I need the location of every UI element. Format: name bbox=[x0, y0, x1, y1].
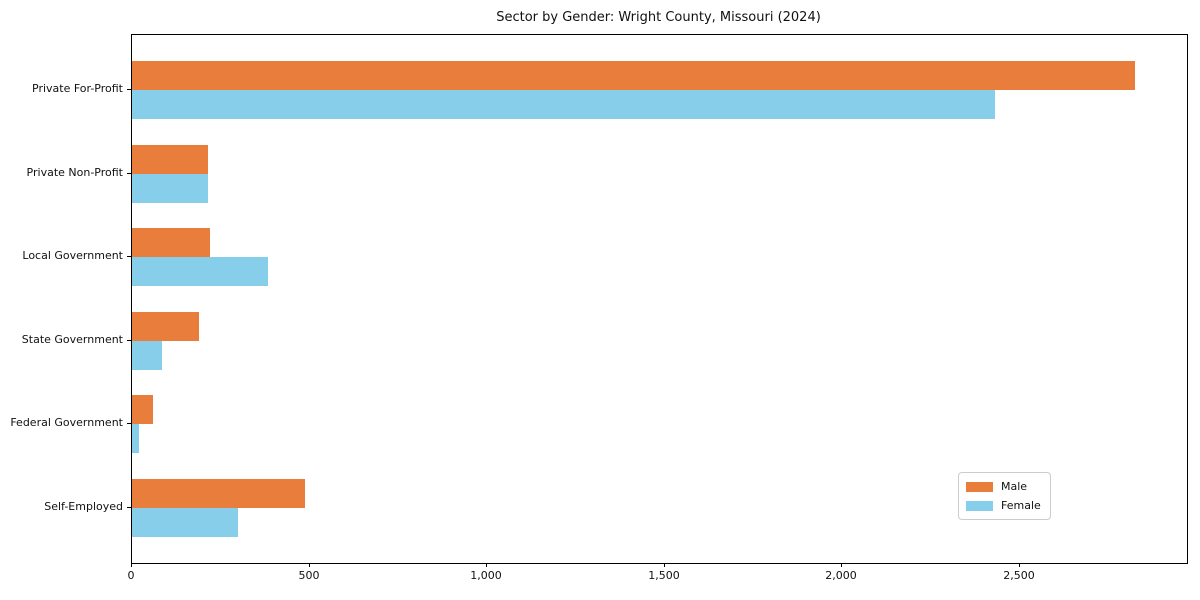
xtick-mark bbox=[1019, 563, 1020, 567]
bar-female-state-government bbox=[132, 340, 162, 370]
xtick-mark bbox=[309, 563, 310, 567]
bar-male-state-government bbox=[132, 311, 199, 341]
plot-area bbox=[131, 34, 1188, 564]
bar-male-local-government bbox=[132, 228, 210, 257]
ytick-label-private-for-profit: Private For-Profit bbox=[32, 82, 123, 95]
legend-entry-female: Female bbox=[966, 499, 1042, 512]
bar-female-self-employed bbox=[132, 507, 238, 537]
bar-male-private-non-profit bbox=[132, 144, 208, 174]
bar-male-federal-government bbox=[132, 395, 153, 424]
legend: Male Female bbox=[958, 472, 1051, 520]
ytick-mark bbox=[127, 89, 131, 90]
xtick-label-1500: 1,500 bbox=[648, 569, 680, 582]
ytick-label-federal-government: Federal Government bbox=[10, 416, 123, 429]
ytick-mark bbox=[127, 423, 131, 424]
xtick-label-1000: 1,000 bbox=[470, 569, 502, 582]
ytick-label-state-government: State Government bbox=[21, 332, 123, 346]
ytick-mark bbox=[127, 339, 131, 341]
xtick-label-0: 0 bbox=[127, 569, 135, 582]
ytick-label-local-government: Local Government bbox=[22, 249, 123, 262]
xtick-mark bbox=[841, 563, 842, 567]
bar-male-private-for-profit bbox=[132, 61, 1135, 90]
legend-label-male: Male bbox=[1001, 480, 1028, 493]
ytick-mark bbox=[127, 256, 131, 257]
ytick-label-self-employed: Self-Employed bbox=[44, 499, 123, 513]
legend-swatch-male bbox=[966, 481, 993, 492]
xtick-mark bbox=[664, 563, 665, 567]
bar-female-private-non-profit bbox=[132, 173, 208, 203]
xtick-label-2500: 2,500 bbox=[1003, 569, 1035, 582]
bar-male-self-employed bbox=[132, 478, 305, 508]
xtick-label-500: 500 bbox=[298, 569, 320, 582]
ytick-mark bbox=[127, 172, 131, 174]
xtick-mark bbox=[486, 563, 487, 567]
xtick-mark bbox=[131, 563, 132, 567]
chart-title: Sector by Gender: Wright County, Missour… bbox=[496, 10, 821, 25]
bar-female-private-for-profit bbox=[132, 90, 995, 119]
bar-female-local-government bbox=[132, 257, 268, 286]
ytick-mark bbox=[127, 506, 131, 508]
xtick-label-2000: 2,000 bbox=[825, 569, 857, 582]
legend-swatch-female bbox=[966, 500, 993, 511]
bar-female-federal-government bbox=[132, 424, 139, 453]
legend-label-female: Female bbox=[1001, 499, 1041, 512]
ytick-label-private-non-profit: Private Non-Profit bbox=[26, 165, 123, 179]
legend-entry-male: Male bbox=[966, 480, 1042, 493]
